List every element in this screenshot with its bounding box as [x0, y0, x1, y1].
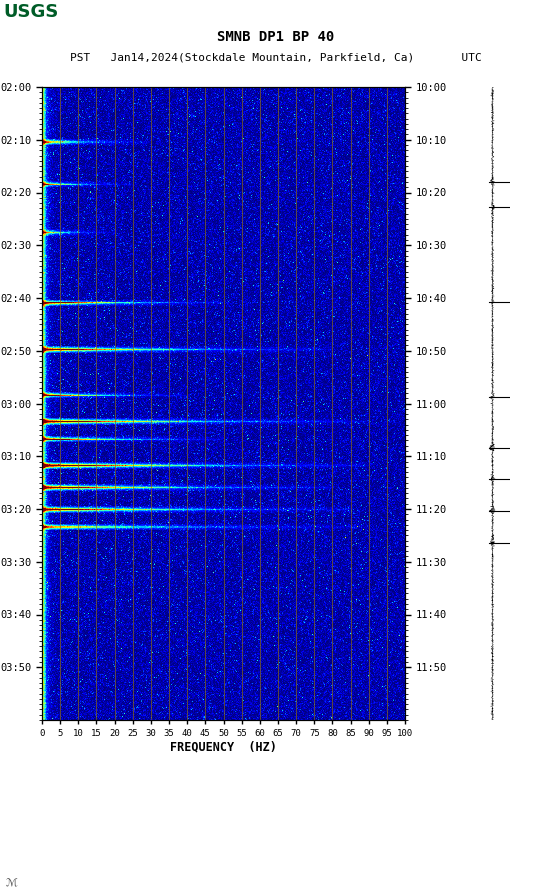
- Text: ℳ: ℳ: [6, 878, 18, 888]
- Text: USGS: USGS: [3, 3, 59, 21]
- Text: SMNB DP1 BP 40: SMNB DP1 BP 40: [217, 30, 335, 44]
- X-axis label: FREQUENCY  (HZ): FREQUENCY (HZ): [170, 740, 277, 754]
- Text: PST   Jan14,2024(Stockdale Mountain, Parkfield, Ca)       UTC: PST Jan14,2024(Stockdale Mountain, Parkf…: [70, 52, 482, 62]
